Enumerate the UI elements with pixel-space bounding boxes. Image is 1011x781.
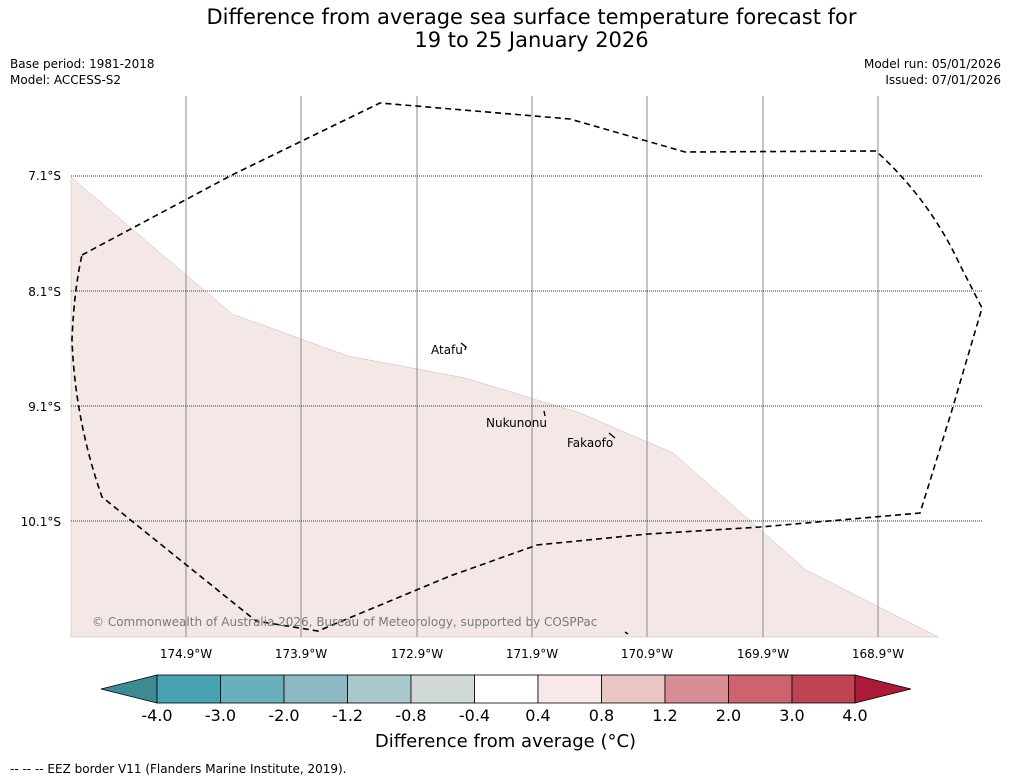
colorbar-tick: -4.0 [141,706,172,725]
colorbar-segment [728,674,793,704]
lon-label: 171.9°W [506,647,558,661]
model-run: Model run: 05/01/2026 [863,57,1001,71]
chart-title: Difference from average sea surface temp… [0,6,1011,52]
colorbar-segment [410,674,475,704]
atafu-island [460,342,467,351]
colorbar-tick: -0.8 [395,706,426,725]
model-name: Model: ACCESS-S2 [10,73,122,87]
fakaofo-island [608,432,616,439]
place-label-atafu: Atafu [431,343,463,357]
colorbar-tick: 2.0 [716,706,741,725]
nukunonu-island [543,410,546,417]
island-marks [460,342,629,635]
lat-label: 9.1°S [28,400,61,414]
colorbar-low-extend [100,674,158,704]
colorbar [100,674,912,704]
lon-label: 172.9°W [391,647,443,661]
colorbar-segment [664,674,729,704]
colorbar-tick: 0.8 [589,706,614,725]
colorbar-segment [283,674,348,704]
colorbar-high-extend [854,674,912,704]
colorbar-tick: 1.2 [652,706,677,725]
lat-label: 7.1°S [28,169,61,183]
colorbar-tick: -2.0 [268,706,299,725]
place-label-fakaofo: Fakaofo [567,436,613,450]
colorbar-tick: 3.0 [779,706,804,725]
colorbar-tick: 0.4 [525,706,550,725]
lon-label: 169.9°W [737,647,789,661]
lon-label: 173.9°W [275,647,327,661]
colorbar-segment [347,674,412,704]
colorbar-segment [601,674,666,704]
meta-right: Model run: 05/01/2026 Issued: 07/01/2026 [864,56,1001,88]
colorbar-tick: -3.0 [205,706,236,725]
place-label-nukunonu: Nukunonu [486,416,547,430]
lon-label: 170.9°W [621,647,673,661]
swains-island-mark [624,631,629,635]
colorbar-tick: -0.4 [459,706,490,725]
eez-border [71,102,983,632]
colorbar-segment [474,674,539,704]
colorbar-segment [537,674,602,704]
issued-date: Issued: 07/01/2026 [885,73,1001,87]
lat-label: 10.1°S [21,515,61,529]
colorbar-tick: -1.2 [332,706,363,725]
title-line-2: 19 to 25 January 2026 [414,28,649,52]
title-line-1: Difference from average sea surface temp… [206,5,857,29]
lon-label: 168.9°W [852,647,904,661]
colorbar-tick: 4.0 [842,706,867,725]
colorbar-label: Difference from average (°C) [374,731,637,752]
anomaly-region [70,176,939,638]
base-period: Base period: 1981-2018 [10,57,155,71]
colorbar-segment [220,674,285,704]
lat-label: 8.1°S [28,285,61,299]
footer-legend: -- -- -- EEZ border V11 (Flanders Marine… [10,762,347,776]
colorbar-segment [156,674,221,704]
meta-left: Base period: 1981-2018 Model: ACCESS-S2 [10,56,155,88]
lon-label: 174.9°W [160,647,212,661]
colorbar-segment [791,674,856,704]
copyright-text: © Commonwealth of Australia 2026, Bureau… [92,615,597,629]
